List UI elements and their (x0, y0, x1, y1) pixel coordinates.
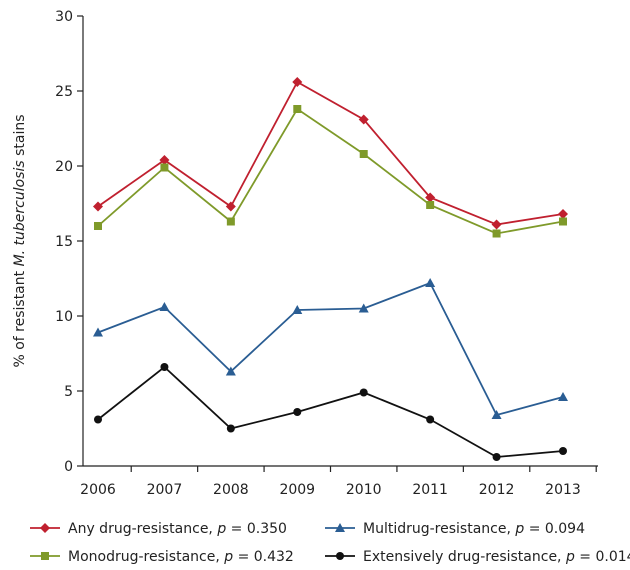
x-tick-label: 2011 (412, 482, 448, 498)
data-point (426, 415, 435, 424)
x-tick-label: 2010 (346, 482, 382, 498)
series-line (97, 107, 564, 235)
series-line (97, 80, 564, 226)
y-axis-title-italic: M. tuberculosis (12, 160, 28, 266)
data-point (292, 77, 303, 87)
legend-item: Monodrug-resistance, p = 0.432 (30, 549, 294, 565)
data-point (426, 201, 435, 209)
data-point (491, 219, 502, 230)
data-point (94, 415, 102, 424)
legend-label: Monodrug-resistance, p = 0.432 (68, 549, 294, 565)
data-point (558, 209, 568, 219)
data-point (358, 303, 369, 313)
y-tick-label: 20 (55, 159, 73, 175)
series-layer (93, 77, 568, 461)
x-tick-label: 2007 (147, 482, 183, 498)
data-point (225, 201, 236, 212)
data-point (225, 366, 236, 376)
legend-label: Extensively drug-resistance, p = 0.014 (363, 549, 630, 565)
legend-item: Multidrug-resistance, p = 0.094 (325, 521, 585, 537)
x-axis-ticks: 2006 2007 2008 2009 2010 2011 2012 2013 (80, 466, 597, 498)
legend: Any drug-resistance, p = 0.350 Monodrug-r… (30, 521, 630, 565)
y-axis-title-prefix: % of resistant (12, 266, 28, 367)
data-point (160, 163, 169, 172)
data-point (559, 217, 567, 226)
x-tick-label: 2009 (279, 482, 315, 498)
data-point (559, 447, 567, 455)
data-point (491, 410, 502, 419)
series-line (97, 365, 564, 458)
y-tick-label: 10 (55, 309, 73, 325)
data-point (94, 222, 102, 230)
data-point (159, 302, 170, 311)
legend-label: Multidrug-resistance, p = 0.094 (363, 521, 585, 537)
data-point (226, 217, 235, 226)
data-point (93, 201, 103, 212)
y-axis-title: % of resistant M. tuberculosis stains (12, 114, 28, 367)
data-point (159, 155, 170, 165)
data-point (359, 388, 368, 397)
data-point (558, 392, 568, 401)
data-point (292, 305, 303, 314)
y-tick-label: 0 (64, 459, 73, 475)
data-point (293, 105, 302, 113)
y-tick-label: 25 (55, 84, 73, 100)
legend-marker (336, 552, 344, 560)
data-point (492, 453, 501, 461)
x-tick-label: 2012 (479, 482, 515, 498)
y-tick-label: 5 (64, 384, 73, 400)
data-point (93, 327, 103, 337)
series-line (97, 281, 564, 417)
series-square (94, 105, 567, 238)
legend-label: Any drug-resistance, p = 0.350 (68, 521, 287, 537)
series-circle (94, 363, 567, 461)
legend-item: Any drug-resistance, p = 0.350 (30, 521, 287, 537)
data-point (425, 278, 436, 287)
x-tick-label: 2008 (213, 482, 249, 498)
data-point (293, 408, 302, 416)
y-tick-label: 15 (55, 234, 73, 250)
x-tick-label: 2013 (545, 482, 581, 498)
series-diamond (93, 77, 568, 230)
y-axis-title-suffix: stains (12, 114, 28, 160)
legend-marker (40, 523, 50, 533)
series-triangle (93, 278, 568, 419)
legend-item: Extensively drug-resistance, p = 0.014 (325, 549, 630, 565)
y-tick-label: 30 (55, 9, 73, 25)
y-axis-ticks: 0 5 10 15 20 25 30 (55, 9, 83, 475)
legend-marker (41, 552, 49, 560)
data-point (226, 424, 235, 433)
data-point (160, 363, 169, 371)
data-point (358, 114, 369, 125)
x-tick-label: 2006 (80, 482, 116, 498)
data-point (425, 192, 436, 203)
data-point (492, 229, 501, 238)
data-point (359, 150, 368, 158)
legend-marker (335, 523, 345, 532)
